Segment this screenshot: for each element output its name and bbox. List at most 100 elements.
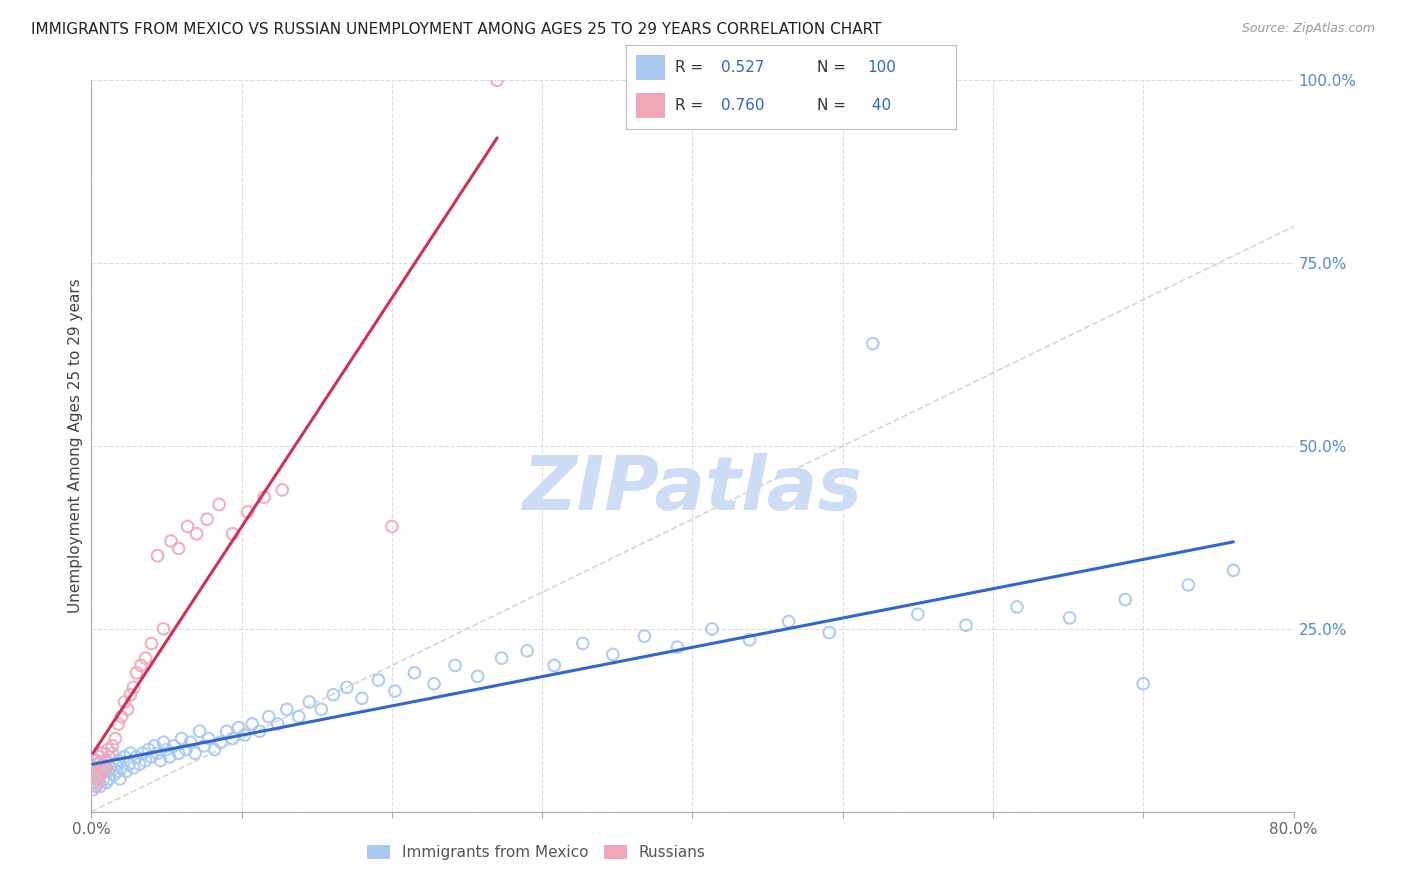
Point	[152, 622, 174, 636]
Point	[174, 742, 197, 756]
Point	[955, 618, 977, 632]
Text: R =: R =	[675, 60, 709, 75]
Point	[152, 735, 174, 749]
Point	[143, 739, 166, 753]
Point	[97, 742, 120, 756]
Point	[253, 490, 276, 504]
Point	[336, 681, 359, 695]
Point	[228, 721, 250, 735]
Point	[120, 746, 142, 760]
Point	[543, 658, 565, 673]
Text: 0.760: 0.760	[721, 98, 765, 113]
Point	[208, 498, 231, 512]
Point	[89, 761, 111, 775]
Point	[700, 622, 723, 636]
Point	[86, 757, 108, 772]
Point	[221, 526, 243, 541]
Point	[84, 754, 107, 768]
Point	[571, 636, 593, 650]
Point	[267, 717, 290, 731]
Point	[1059, 611, 1081, 625]
Point	[101, 746, 124, 760]
Point	[193, 739, 215, 753]
Point	[90, 746, 112, 760]
Point	[105, 764, 128, 779]
Point	[115, 764, 138, 779]
Point	[86, 768, 108, 782]
Point	[818, 625, 841, 640]
Point	[93, 757, 115, 772]
Point	[114, 749, 136, 764]
Point	[131, 746, 153, 760]
Point	[134, 754, 156, 768]
Point	[195, 512, 218, 526]
Point	[114, 695, 136, 709]
Point	[87, 775, 110, 789]
Point	[350, 691, 373, 706]
Point	[82, 768, 104, 782]
Point	[1222, 563, 1244, 577]
Point	[122, 761, 145, 775]
Point	[602, 648, 624, 662]
Text: Source: ZipAtlas.com: Source: ZipAtlas.com	[1241, 22, 1375, 36]
Point	[221, 731, 243, 746]
Point	[240, 717, 263, 731]
Point	[311, 702, 333, 716]
Point	[83, 764, 105, 779]
Point	[384, 684, 406, 698]
Point	[146, 746, 169, 760]
Point	[128, 757, 150, 772]
Y-axis label: Unemployment Among Ages 25 to 29 years: Unemployment Among Ages 25 to 29 years	[67, 278, 83, 614]
Point	[236, 505, 259, 519]
Point	[90, 761, 112, 775]
Point	[84, 764, 107, 779]
Point	[1005, 599, 1028, 614]
Point	[367, 673, 389, 687]
Point	[110, 761, 132, 775]
Text: 40: 40	[868, 98, 891, 113]
Text: IMMIGRANTS FROM MEXICO VS RUSSIAN UNEMPLOYMENT AMONG AGES 25 TO 29 YEARS CORRELA: IMMIGRANTS FROM MEXICO VS RUSSIAN UNEMPL…	[31, 22, 882, 37]
Point	[298, 695, 321, 709]
Point	[84, 754, 107, 768]
Point	[170, 731, 193, 746]
Point	[141, 636, 163, 650]
Point	[89, 764, 111, 779]
Point	[186, 526, 208, 541]
Point	[257, 709, 280, 723]
Point	[467, 669, 489, 683]
Point	[197, 731, 219, 746]
Point	[423, 676, 446, 690]
Point	[82, 775, 104, 789]
Point	[176, 519, 198, 533]
Point	[486, 73, 509, 87]
Point	[249, 724, 271, 739]
Point	[96, 775, 118, 789]
Point	[87, 749, 110, 764]
Point	[82, 782, 104, 797]
Point	[84, 779, 107, 793]
Point	[87, 768, 110, 782]
Point	[101, 739, 124, 753]
Point	[96, 761, 118, 775]
Point	[322, 688, 344, 702]
Point	[96, 754, 118, 768]
Point	[233, 728, 256, 742]
Point	[209, 735, 232, 749]
Point	[107, 754, 129, 768]
Point	[167, 746, 190, 760]
Point	[125, 665, 148, 680]
Point	[491, 651, 513, 665]
Bar	[636, 93, 665, 119]
Point	[120, 688, 142, 702]
Point	[110, 709, 132, 723]
Point	[108, 772, 131, 786]
Point	[149, 754, 172, 768]
Point	[94, 754, 117, 768]
Point	[83, 775, 105, 789]
Point	[94, 764, 117, 779]
Point	[160, 534, 183, 549]
Point	[122, 681, 145, 695]
Point	[98, 772, 121, 786]
Point	[276, 702, 298, 716]
Point	[125, 749, 148, 764]
